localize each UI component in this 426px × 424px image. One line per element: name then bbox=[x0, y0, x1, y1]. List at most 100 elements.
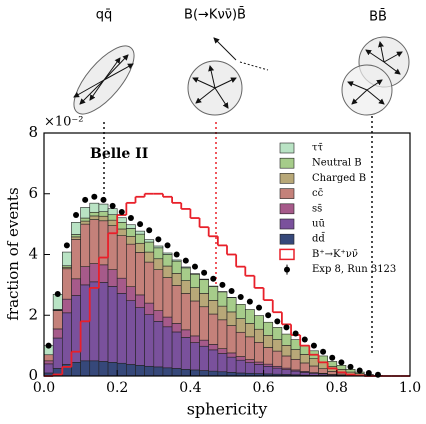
bar-segment bbox=[190, 287, 200, 302]
data-point bbox=[63, 242, 70, 249]
bar-segment bbox=[290, 349, 301, 360]
bar-segment bbox=[208, 344, 219, 351]
bar-segment bbox=[309, 365, 319, 373]
bar-segment bbox=[126, 228, 136, 237]
bar-segment bbox=[52, 328, 63, 339]
bar-segment bbox=[107, 219, 118, 226]
legend-swatch bbox=[279, 218, 295, 230]
y-tick-label: 8 bbox=[28, 123, 38, 141]
data-point bbox=[329, 354, 336, 361]
bar-segment bbox=[226, 297, 237, 313]
bar-segment bbox=[89, 215, 100, 220]
bar-segment bbox=[135, 230, 145, 235]
bar-segment bbox=[263, 347, 274, 365]
bar-segment bbox=[245, 323, 255, 338]
data-point bbox=[73, 212, 80, 219]
bar-segment bbox=[199, 293, 210, 308]
legend-swatch bbox=[279, 203, 295, 215]
bar-segment bbox=[61, 268, 72, 300]
data-point bbox=[283, 324, 290, 331]
bar-segment bbox=[89, 211, 100, 217]
data-point bbox=[82, 196, 89, 203]
x-tick-label: 0.2 bbox=[106, 380, 128, 396]
data-point bbox=[274, 318, 281, 325]
bar-segment bbox=[61, 312, 72, 365]
bar-segment bbox=[162, 367, 173, 377]
bar-segment bbox=[61, 251, 72, 267]
data-point bbox=[320, 348, 327, 355]
bar-segment bbox=[281, 345, 292, 357]
bar-segment bbox=[135, 252, 145, 296]
data-point bbox=[301, 336, 308, 343]
bar-segment bbox=[116, 222, 127, 230]
bar-segment bbox=[235, 304, 246, 319]
bar-segment bbox=[199, 345, 210, 371]
bar-segment bbox=[263, 365, 274, 375]
x-axis-label: sphericity bbox=[187, 400, 268, 419]
bar-segment bbox=[190, 369, 200, 377]
bar-segment bbox=[80, 207, 91, 219]
bar-segment bbox=[162, 252, 173, 255]
bar-segment bbox=[144, 251, 155, 263]
bar-segment bbox=[199, 279, 210, 294]
legend-label: ss̄ bbox=[312, 203, 322, 214]
bar-segment bbox=[126, 235, 136, 245]
bar-segment bbox=[171, 273, 182, 286]
data-point bbox=[210, 275, 217, 282]
data-point bbox=[201, 269, 208, 276]
bar-segment bbox=[235, 356, 246, 361]
bar-segment bbox=[171, 368, 182, 377]
bar-segment bbox=[80, 284, 91, 362]
bar-segment bbox=[171, 331, 182, 369]
data-point bbox=[127, 215, 134, 222]
bar-segment bbox=[190, 273, 200, 288]
bar-segment bbox=[71, 222, 81, 235]
diagram-signal bbox=[187, 37, 269, 116]
bar-segment bbox=[98, 211, 109, 217]
bar-segment bbox=[89, 202, 100, 213]
bar-segment bbox=[226, 311, 237, 326]
bar-segment bbox=[61, 298, 72, 314]
bar-segment bbox=[281, 333, 292, 346]
bar-segment bbox=[272, 350, 283, 367]
x-tick-label: 1.0 bbox=[399, 380, 421, 396]
legend-swatch bbox=[279, 173, 295, 184]
bar-segment bbox=[43, 360, 54, 365]
bar-segment bbox=[190, 342, 200, 371]
data-point bbox=[191, 263, 198, 270]
bar-segment bbox=[235, 331, 246, 357]
bar-segment bbox=[254, 315, 264, 330]
bar-segment bbox=[190, 273, 200, 275]
bar-segment bbox=[290, 358, 301, 371]
bar-segment bbox=[180, 266, 191, 269]
bar-segment bbox=[89, 360, 100, 377]
bar-segment bbox=[98, 264, 109, 283]
data-point bbox=[164, 242, 171, 249]
bar-segment bbox=[208, 370, 219, 377]
data-point bbox=[45, 342, 52, 349]
bar-segment bbox=[71, 278, 81, 296]
y-tick-label: 4 bbox=[28, 245, 38, 263]
diagram-label: BB̄ bbox=[369, 9, 387, 24]
bar-segment bbox=[171, 260, 182, 274]
bar-segment bbox=[245, 336, 255, 360]
y-axis-label: fraction of events bbox=[4, 187, 22, 320]
bar-segment bbox=[107, 286, 118, 363]
bar-segment bbox=[107, 208, 118, 216]
x-tick-label: 0.4 bbox=[179, 380, 201, 396]
data-point bbox=[137, 221, 144, 228]
bar-segment bbox=[171, 259, 182, 262]
data-point bbox=[256, 304, 263, 311]
bar-segment bbox=[263, 321, 274, 336]
bar-segment bbox=[299, 345, 310, 355]
bar-segment bbox=[226, 325, 237, 354]
bar-segment bbox=[208, 286, 219, 301]
bar-segment bbox=[80, 360, 91, 377]
legend-label: uū bbox=[312, 219, 325, 230]
bar-segment bbox=[144, 302, 155, 315]
data-point bbox=[228, 287, 235, 294]
bar-segment bbox=[162, 277, 173, 318]
legend-label: cc̄ bbox=[312, 188, 324, 199]
legend-label: B⁺→K⁺νν̄ bbox=[312, 249, 358, 260]
bar-segment bbox=[71, 236, 81, 240]
